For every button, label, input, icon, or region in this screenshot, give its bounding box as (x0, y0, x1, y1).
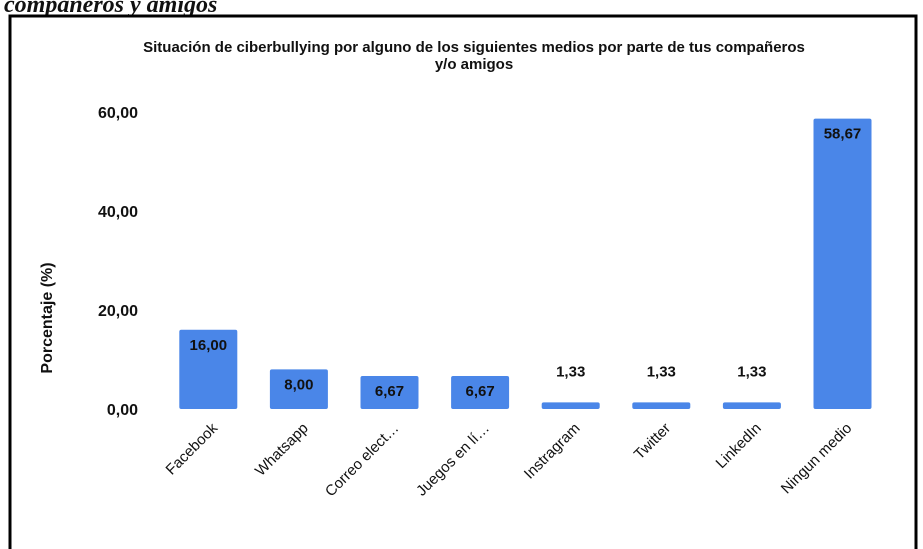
bar (451, 375, 510, 409)
value-label: 58,67 (824, 126, 862, 143)
value-label: 6,67 (375, 383, 404, 400)
y-tick-label: 40,00 (98, 204, 138, 221)
bar (722, 402, 781, 409)
chart-title: y/o amigos (435, 56, 513, 73)
chart-title: Situación de ciberbullying por alguno de… (143, 39, 805, 56)
value-label: 16,00 (190, 337, 228, 354)
chart-frame (8, 14, 918, 549)
bar (632, 402, 691, 409)
bar (813, 118, 872, 410)
page-heading: compañeros y amigos (4, 0, 217, 18)
value-label: 6,67 (465, 383, 494, 400)
y-tick-label: 0,00 (107, 402, 138, 419)
y-axis-label: Porcentaje (%) (39, 262, 56, 373)
value-label: 1,33 (556, 363, 585, 380)
value-label: 8,00 (284, 376, 313, 393)
bar (179, 329, 238, 409)
bar (360, 375, 419, 409)
bar (269, 369, 328, 409)
y-tick-label: 60,00 (98, 105, 138, 122)
value-label: 1,33 (737, 363, 766, 380)
bar (541, 402, 600, 409)
y-tick-label: 20,00 (98, 303, 138, 320)
value-label: 1,33 (647, 363, 676, 380)
